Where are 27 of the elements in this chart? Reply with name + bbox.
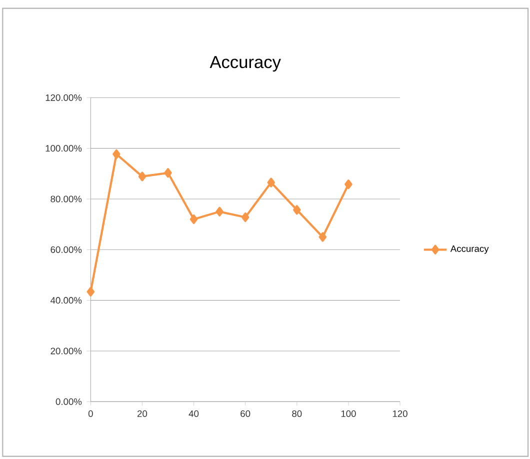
y-tick-label: 100.00% [46,145,82,152]
point [86,286,95,297]
y-tick-label: 0.00% [56,398,82,405]
x-tick-label: 0 [88,410,93,417]
y-tick-label: 60.00% [50,246,82,253]
point [241,212,250,222]
x-tick-label: 40 [188,410,199,417]
y-tick-label: 40.00% [50,297,82,304]
point [344,179,352,190]
point [216,206,224,216]
y-tick-label: 120.00% [46,94,82,101]
point [164,168,172,178]
x-tick-label: 120 [392,410,408,417]
point [138,172,146,182]
chart-title: Accuracy [210,56,281,72]
legend-label: Accuracy [450,245,489,254]
point [293,205,301,215]
x-tick-label: 80 [292,410,302,417]
x-tick-label: 20 [137,410,148,417]
y-tick-label: 80.00% [50,196,82,202]
y-tick-label: 20.00% [50,348,82,354]
x-tick-label: 60 [240,410,250,417]
point [112,149,120,159]
point [267,178,275,188]
point [190,214,198,224]
x-tick-label: 100 [341,410,356,417]
point [318,232,327,242]
